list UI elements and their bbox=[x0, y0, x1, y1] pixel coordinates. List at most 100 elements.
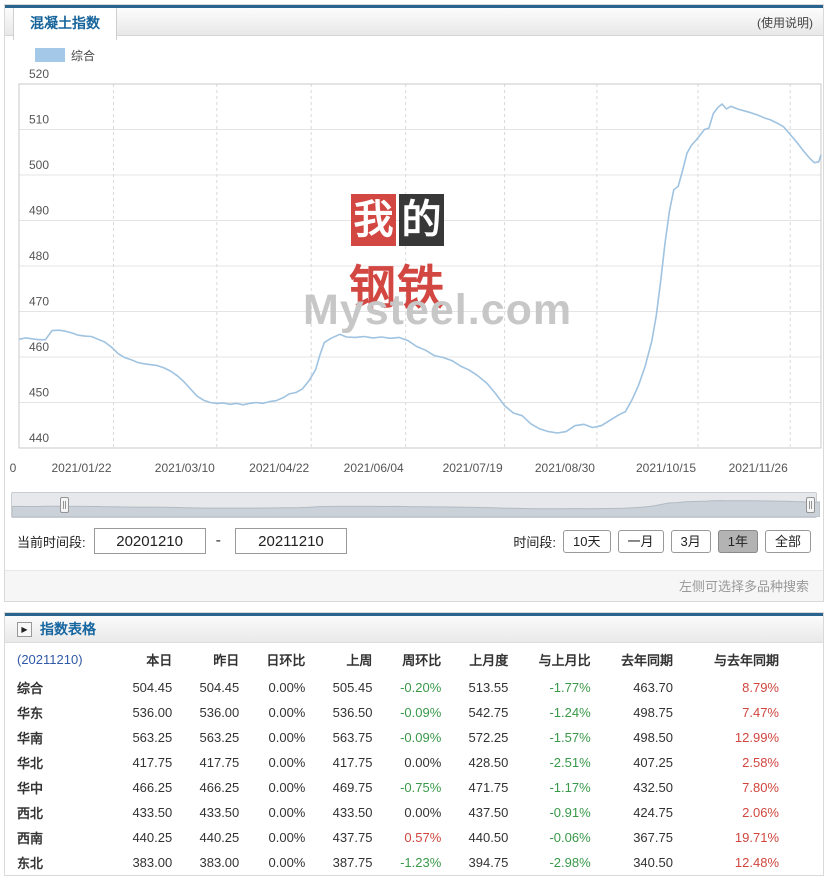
table-row: 华中 466.25 466.25 0.00% 469.75 -0.75% 471.75 -1.… bbox=[5, 775, 823, 800]
table-cell: 2.58% bbox=[742, 755, 779, 770]
table-cell: -2.98% bbox=[549, 855, 591, 870]
table-cell: -2.51% bbox=[549, 755, 591, 770]
range-button-group: 时间段: 10天 一月 3月 1年 全部 bbox=[513, 530, 811, 553]
range-button[interactable]: 全部 bbox=[764, 530, 811, 553]
table-row: 华南 563.25 563.25 0.00% 563.75 -0.09% 572.25 -1.… bbox=[5, 725, 823, 750]
legend-label: 综合 bbox=[71, 48, 96, 63]
table-cell: -1.23% bbox=[400, 855, 442, 870]
table-column-header: 本日 bbox=[146, 652, 173, 668]
table-cell: -1.77% bbox=[549, 680, 591, 695]
table-cell: -1.57% bbox=[549, 730, 591, 745]
index-table-panel: ▶ 指数表格 (20211210) 本日 昨日 日环比 上周 周环比 上月度 与上月比 去年同… bbox=[4, 612, 824, 876]
table-cell: 0.00% bbox=[404, 755, 442, 770]
range-navigator[interactable] bbox=[11, 492, 821, 518]
table-cell: 8.79% bbox=[742, 680, 779, 695]
table-cell: 440.25 bbox=[132, 830, 173, 845]
table-cell: 424.75 bbox=[633, 805, 673, 820]
svg-text:440: 440 bbox=[29, 431, 49, 445]
table-cell: 498.50 bbox=[633, 730, 673, 745]
table-cell: 428.50 bbox=[468, 755, 509, 770]
svg-text:500: 500 bbox=[29, 158, 49, 172]
table-cell: 563.75 bbox=[332, 730, 373, 745]
table-cell: 433.50 bbox=[332, 805, 373, 820]
table-cell: 417.75 bbox=[332, 755, 373, 770]
svg-text:480: 480 bbox=[29, 249, 49, 263]
table-head-row: (20211210) 本日 昨日 日环比 上周 周环比 上月度 与上月比 去年同期 与去年同期 bbox=[5, 643, 823, 675]
table-cell: 12.48% bbox=[734, 855, 779, 870]
svg-text:460: 460 bbox=[29, 340, 49, 354]
index-chart-panel: 混凝土指数 (使用说明) 综合 520 510 500 490 480 470 460 450… bbox=[4, 4, 824, 602]
table-cell: 7.47% bbox=[742, 705, 779, 720]
range-button[interactable]: 10天 bbox=[563, 530, 611, 553]
svg-text:510: 510 bbox=[29, 113, 49, 127]
table-date-header: (20211210) bbox=[17, 651, 83, 667]
region-name: 东北 bbox=[17, 856, 44, 871]
table-cell: 563.25 bbox=[132, 730, 173, 745]
table-cell: -0.91% bbox=[549, 805, 591, 820]
table-cell: 383.00 bbox=[199, 855, 240, 870]
table-cell: 2.06% bbox=[742, 805, 779, 820]
table-cell: 0.00% bbox=[268, 755, 306, 770]
table-cell: 504.45 bbox=[199, 680, 240, 695]
table-cell: 0.00% bbox=[268, 855, 306, 870]
range-button[interactable]: 一月 bbox=[617, 530, 664, 553]
region-name: 华北 bbox=[17, 756, 44, 771]
range-button[interactable]: 1年 bbox=[717, 530, 758, 553]
usage-help-link[interactable]: (使用说明) bbox=[757, 16, 813, 30]
index-line-chart[interactable]: 520 510 500 490 480 470 460 450 440 0 2021/01/22 20… bbox=[5, 67, 823, 484]
table-column-header: 与上月比 bbox=[538, 652, 591, 668]
play-square-icon[interactable]: ▶ bbox=[17, 621, 32, 637]
table-cell: 0.00% bbox=[404, 805, 442, 820]
tab-bar: 混凝土指数 (使用说明) bbox=[5, 5, 823, 40]
navigator-left-handle[interactable] bbox=[60, 497, 69, 513]
date-from-input[interactable] bbox=[93, 528, 206, 554]
table-cell: 440.50 bbox=[468, 830, 509, 845]
table-column-header: 上月度 bbox=[469, 652, 509, 668]
table-cell: -0.09% bbox=[400, 730, 442, 745]
table-cell: 340.50 bbox=[633, 855, 673, 870]
region-name: 西北 bbox=[17, 806, 44, 821]
range-label: 时间段: bbox=[513, 534, 557, 550]
legend-swatch-icon bbox=[35, 48, 65, 62]
table-cell: -0.75% bbox=[400, 780, 442, 795]
svg-text:2021/06/04: 2021/06/04 bbox=[344, 461, 404, 475]
table-row: 华北 417.75 417.75 0.00% 417.75 0.00% 428.50 -2.5… bbox=[5, 750, 823, 775]
table-cell: 432.50 bbox=[633, 780, 673, 795]
table-cell: 0.57% bbox=[404, 830, 442, 845]
region-name: 华东 bbox=[17, 706, 44, 721]
range-button[interactable]: 3月 bbox=[670, 530, 711, 553]
table-cell: -1.24% bbox=[549, 705, 591, 720]
table-cell: 367.75 bbox=[633, 830, 673, 845]
table-cell: 504.45 bbox=[132, 680, 173, 695]
svg-text:520: 520 bbox=[29, 68, 49, 81]
table-cell: 505.45 bbox=[332, 680, 373, 695]
navigator-right-handle[interactable] bbox=[806, 497, 815, 513]
table-cell: 536.00 bbox=[199, 705, 240, 720]
date-separator: - bbox=[215, 532, 221, 549]
tab-concrete-index[interactable]: 混凝土指数 bbox=[13, 8, 117, 40]
svg-text:0: 0 bbox=[10, 461, 17, 475]
table-cell: 542.75 bbox=[468, 705, 509, 720]
table-cell: 0.00% bbox=[268, 830, 306, 845]
table-cell: 0.00% bbox=[268, 680, 306, 695]
date-to-input[interactable] bbox=[234, 528, 347, 554]
table-cell: 466.25 bbox=[199, 780, 240, 795]
region-name: 综合 bbox=[17, 681, 44, 696]
table-cell: 498.75 bbox=[633, 705, 673, 720]
region-name: 西南 bbox=[17, 831, 44, 846]
svg-text:2021/07/19: 2021/07/19 bbox=[443, 461, 503, 475]
table-cell: -0.06% bbox=[549, 830, 591, 845]
table-column-header: 去年同期 bbox=[620, 652, 673, 668]
table-cell: 437.75 bbox=[332, 830, 373, 845]
table-cell: 0.00% bbox=[268, 705, 306, 720]
table-column-header: 日环比 bbox=[266, 652, 306, 668]
index-table: (20211210) 本日 昨日 日环比 上周 周环比 上月度 与上月比 去年同期 与去年同期 … bbox=[5, 643, 823, 875]
svg-text:490: 490 bbox=[29, 204, 49, 218]
table-cell: 7.80% bbox=[742, 780, 779, 795]
table-cell: 536.50 bbox=[332, 705, 373, 720]
svg-text:2021/03/10: 2021/03/10 bbox=[155, 461, 215, 475]
table-cell: 0.00% bbox=[268, 805, 306, 820]
table-cell: 513.55 bbox=[468, 680, 509, 695]
table-title: 指数表格 bbox=[40, 621, 96, 637]
